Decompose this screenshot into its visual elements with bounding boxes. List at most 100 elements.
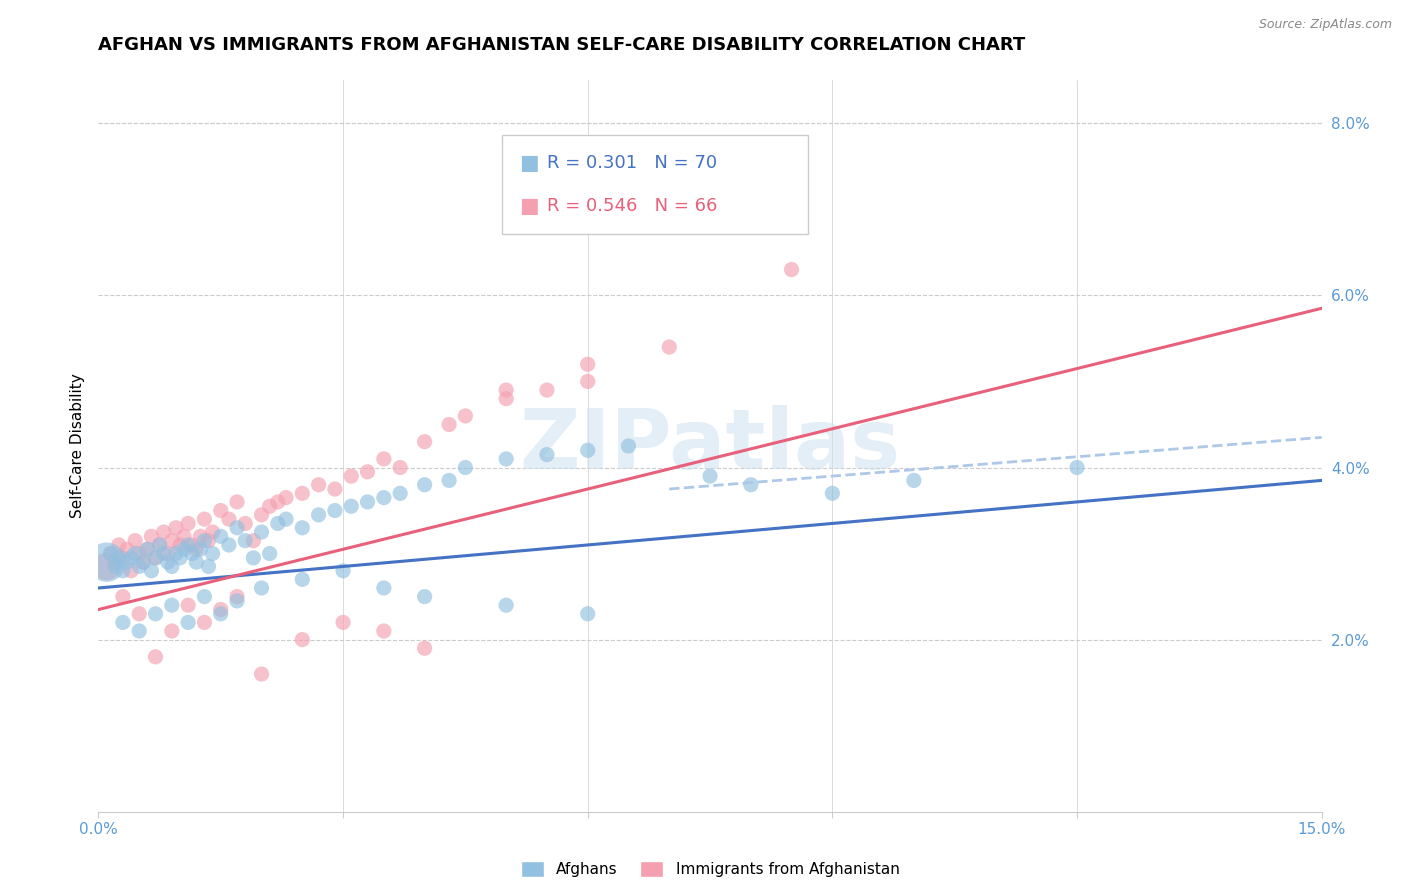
Point xyxy=(226,495,249,509)
Point xyxy=(145,607,167,621)
Point xyxy=(149,538,172,552)
Point xyxy=(145,550,167,565)
Point xyxy=(136,542,159,557)
Point xyxy=(197,533,219,548)
Point xyxy=(181,538,204,552)
Point xyxy=(149,538,172,552)
Point xyxy=(156,555,179,569)
Point xyxy=(111,564,134,578)
Point xyxy=(291,632,314,647)
Point xyxy=(132,555,155,569)
Point xyxy=(332,564,354,578)
Point xyxy=(250,667,273,681)
Point xyxy=(165,547,187,561)
Point xyxy=(389,460,412,475)
Point xyxy=(495,392,517,406)
Point xyxy=(197,559,219,574)
Point xyxy=(576,443,599,458)
Point xyxy=(291,573,314,587)
Point xyxy=(136,542,159,557)
Point xyxy=(536,448,558,462)
Point xyxy=(186,555,208,569)
Point xyxy=(821,486,844,500)
Point xyxy=(437,474,460,488)
Point xyxy=(152,524,174,539)
Point xyxy=(100,547,122,561)
Point xyxy=(111,590,134,604)
Point xyxy=(181,547,204,561)
Point xyxy=(115,555,138,569)
Y-axis label: Self-Care Disability: Self-Care Disability xyxy=(69,374,84,518)
Point xyxy=(120,550,142,565)
Point xyxy=(332,615,354,630)
Point xyxy=(201,524,224,539)
Point xyxy=(576,375,599,389)
Point xyxy=(124,547,146,561)
Point xyxy=(104,559,127,574)
Point xyxy=(141,529,163,543)
Point xyxy=(242,550,264,565)
Point xyxy=(160,559,183,574)
Point xyxy=(173,542,195,557)
Text: ZIPatlas: ZIPatlas xyxy=(520,406,900,486)
Point xyxy=(373,491,395,505)
Point xyxy=(177,598,200,612)
Point xyxy=(576,357,599,371)
Point xyxy=(104,555,127,569)
Text: ■: ■ xyxy=(519,153,538,173)
Point xyxy=(259,500,281,514)
Point xyxy=(250,524,273,539)
Point xyxy=(323,503,346,517)
Text: R = 0.301   N = 70: R = 0.301 N = 70 xyxy=(547,153,717,172)
Point xyxy=(96,555,118,569)
Point xyxy=(173,529,195,543)
Point xyxy=(193,512,215,526)
Point xyxy=(177,615,200,630)
Point xyxy=(120,564,142,578)
Point xyxy=(267,516,290,531)
Point xyxy=(145,649,167,664)
Point xyxy=(128,547,150,561)
Point xyxy=(242,533,264,548)
Point xyxy=(218,512,240,526)
Point xyxy=(454,460,477,475)
Point xyxy=(903,474,925,488)
Point xyxy=(209,602,232,616)
Point xyxy=(169,550,191,565)
Point xyxy=(437,417,460,432)
Point xyxy=(141,564,163,578)
Point xyxy=(413,434,436,449)
Point xyxy=(274,491,297,505)
Point xyxy=(128,624,150,638)
Point xyxy=(373,451,395,466)
Text: Source: ZipAtlas.com: Source: ZipAtlas.com xyxy=(1258,18,1392,31)
Point xyxy=(413,590,436,604)
Point xyxy=(356,465,378,479)
Point xyxy=(617,439,640,453)
Point xyxy=(169,538,191,552)
Point xyxy=(188,542,212,557)
Point xyxy=(233,516,256,531)
Point xyxy=(111,615,134,630)
Text: ■: ■ xyxy=(519,196,538,216)
Point xyxy=(193,533,215,548)
Point xyxy=(454,409,477,423)
Point xyxy=(259,547,281,561)
Point xyxy=(226,521,249,535)
Point xyxy=(108,550,131,565)
Point xyxy=(160,598,183,612)
Point xyxy=(111,550,134,565)
Point xyxy=(1066,460,1088,475)
Point xyxy=(308,508,330,522)
Point xyxy=(115,542,138,557)
Point xyxy=(96,559,118,574)
Point xyxy=(193,590,215,604)
Point xyxy=(193,615,215,630)
Point xyxy=(658,340,681,354)
Point xyxy=(340,469,363,483)
Point xyxy=(156,547,179,561)
Point xyxy=(323,482,346,496)
Point xyxy=(356,495,378,509)
Legend: Afghans, Immigrants from Afghanistan: Afghans, Immigrants from Afghanistan xyxy=(520,862,900,877)
Point xyxy=(740,477,762,491)
